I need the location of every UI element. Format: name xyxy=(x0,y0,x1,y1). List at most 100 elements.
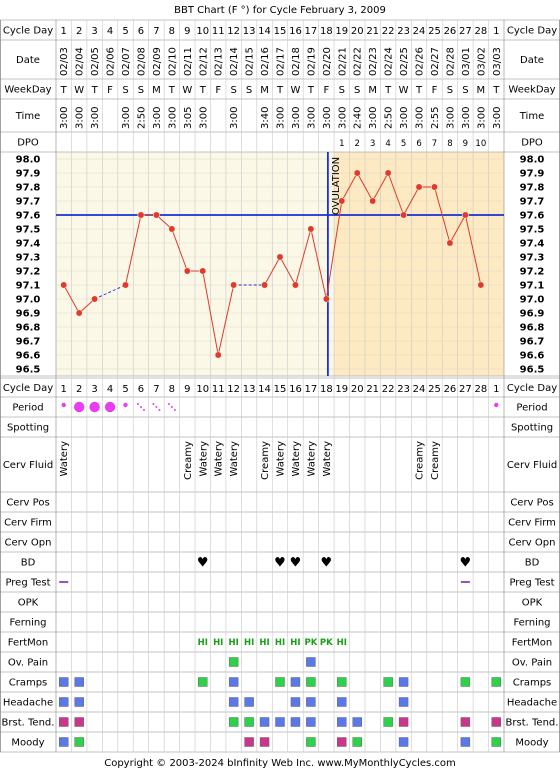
date-cell: 02/06 xyxy=(106,47,117,76)
cerv-fluid-cell: Creamy xyxy=(183,441,194,480)
row-label-right: Cycle Day xyxy=(507,383,557,394)
temp-line-segment xyxy=(171,228,188,272)
row-label-right: Headache xyxy=(507,698,557,709)
fertmon-reading: HI xyxy=(259,638,269,648)
weekday-cell: T xyxy=(415,85,423,96)
cycle-day-cell: 20 xyxy=(351,26,364,37)
time-cell: 3:00 xyxy=(59,107,70,129)
cycle-day-cell: 27 xyxy=(459,384,472,395)
breast-tenderness-marker xyxy=(228,717,239,727)
y-tick-label-right: 97.1 xyxy=(520,281,545,292)
breast-tenderness-marker xyxy=(306,717,316,727)
cycle-day-cell: 14 xyxy=(258,26,271,37)
row-label-left: Brst. Tend. xyxy=(2,718,55,729)
weekday-cell: M xyxy=(368,85,377,96)
cycle-day-cell: 11 xyxy=(212,26,225,37)
weekday-cell: S xyxy=(447,85,453,96)
row-label-right: Ov. Pain xyxy=(512,658,552,669)
time-cell: 3:00 xyxy=(152,107,163,129)
cramps-marker xyxy=(198,677,208,687)
time-cell: 3:00 xyxy=(368,107,379,129)
cycle-day-cell: 5 xyxy=(122,384,128,395)
row-label-right: Cerv Firm xyxy=(508,518,556,529)
y-tick-label-right: 97.3 xyxy=(520,253,545,264)
cycle-day-cell: 16 xyxy=(289,384,302,395)
moody-marker xyxy=(491,737,501,747)
date-cell: 02/26 xyxy=(415,47,426,76)
breast-tenderness-marker xyxy=(244,717,254,727)
dpo-cell: 7 xyxy=(432,139,437,149)
weekday-cell: F xyxy=(107,85,113,96)
temp-point xyxy=(369,197,377,205)
cycle-day-cell: 28 xyxy=(474,26,487,37)
row-label-left: Cramps xyxy=(9,678,48,689)
y-tick-label-left: 97.5 xyxy=(16,225,41,236)
y-tick-label-right: 97.0 xyxy=(520,295,545,306)
row-label-left: WeekDay xyxy=(4,85,51,96)
cycle-day-cell: 21 xyxy=(366,26,379,37)
cycle-day-cell: 23 xyxy=(397,384,410,395)
cycle-day-cell: 17 xyxy=(305,26,318,37)
cycle-day-cell: 4 xyxy=(107,384,113,395)
temp-line-segment xyxy=(325,200,343,300)
date-cell: 02/27 xyxy=(430,47,441,76)
y-tick-label-left: 97.4 xyxy=(16,239,41,250)
time-cell: 3:00 xyxy=(399,107,410,129)
temp-line-segment xyxy=(341,172,358,202)
moody-marker xyxy=(244,737,254,747)
row-label-left: Spotting xyxy=(7,423,49,434)
temp-point xyxy=(199,267,207,275)
date-cell: 02/14 xyxy=(229,47,240,76)
headache-marker xyxy=(290,697,301,707)
cycle-day-cell: 21 xyxy=(366,384,379,395)
cycle-day-cell: 6 xyxy=(138,384,144,395)
cerv-fluid-cell: Watery xyxy=(229,441,240,477)
cycle-day-cell: 9 xyxy=(184,26,190,37)
cerv-fluid-cell: Creamy xyxy=(415,441,426,480)
cycle-day-cell: 22 xyxy=(382,26,395,37)
temp-point xyxy=(477,281,485,289)
temp-line-segment xyxy=(403,186,420,216)
temp-point xyxy=(384,169,392,177)
weekday-cell: S xyxy=(462,85,468,96)
weekday-cell: W xyxy=(74,85,84,96)
y-tick-label-right: 97.4 xyxy=(520,239,545,250)
y-tick-label-right: 97.5 xyxy=(520,225,545,236)
time-cell: 3:40 xyxy=(260,107,271,129)
weekday-cell: M xyxy=(477,85,486,96)
time-cell: 3:00 xyxy=(167,107,178,129)
cycle-day-cell: 3 xyxy=(91,384,97,395)
moody-marker xyxy=(337,737,347,747)
row-label-right: Cramps xyxy=(513,678,552,689)
weekday-cell: S xyxy=(230,85,236,96)
bd-heart-icon: ♥ xyxy=(274,556,286,571)
temp-point xyxy=(446,239,454,247)
fertmon-reading: PK xyxy=(304,638,317,648)
temp-point xyxy=(168,225,176,233)
breast-tenderness-marker xyxy=(337,717,347,727)
time-cell: 3:00 xyxy=(445,107,456,129)
row-label-left: BD xyxy=(21,558,36,569)
cycle-day-cell: 6 xyxy=(138,26,144,37)
period-spot xyxy=(173,409,176,411)
cycle-day-cell: 25 xyxy=(428,384,441,395)
moody-marker xyxy=(59,737,69,747)
headache-marker xyxy=(244,697,254,707)
temp-point xyxy=(307,225,315,233)
moody-marker xyxy=(259,737,270,747)
breast-tenderness-marker xyxy=(383,717,393,727)
weekday-cell: T xyxy=(199,85,207,96)
cycle-day-cell: 1 xyxy=(493,384,499,395)
date-cell: 02/12 xyxy=(198,47,209,76)
weekday-cell: S xyxy=(122,85,128,96)
cycle-day-cell: 17 xyxy=(305,384,318,395)
y-tick-label-left: 97.2 xyxy=(16,267,41,278)
row-label-left: Cerv Fluid xyxy=(3,460,53,471)
date-cell: 02/10 xyxy=(167,47,178,76)
cerv-fluid-cell: Watery xyxy=(306,441,317,477)
time-cell: 3:05 xyxy=(183,107,194,129)
weekday-cell: T xyxy=(492,85,500,96)
temp-line-segment xyxy=(294,228,312,286)
weekday-cell: T xyxy=(276,85,284,96)
row-label-right: Preg Test xyxy=(509,578,554,589)
